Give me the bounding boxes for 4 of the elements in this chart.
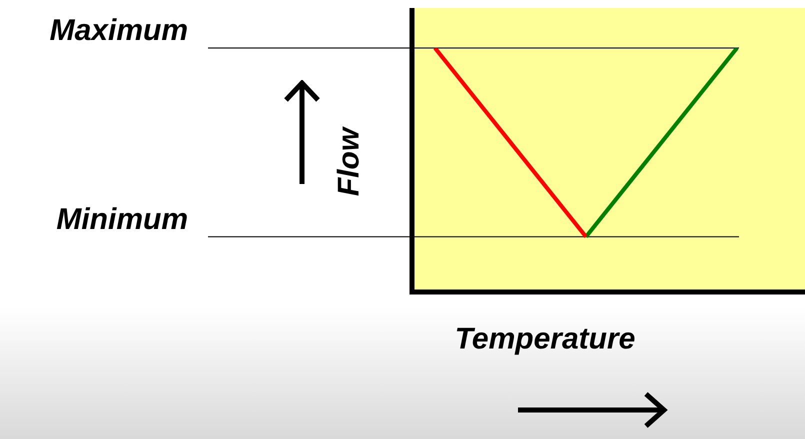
y-axis-title: Flow <box>332 126 366 196</box>
ref-line-label: Maximum <box>50 14 188 47</box>
ref-line-label: Minimum <box>56 202 188 236</box>
x-axis-title: Temperature <box>454 322 636 356</box>
